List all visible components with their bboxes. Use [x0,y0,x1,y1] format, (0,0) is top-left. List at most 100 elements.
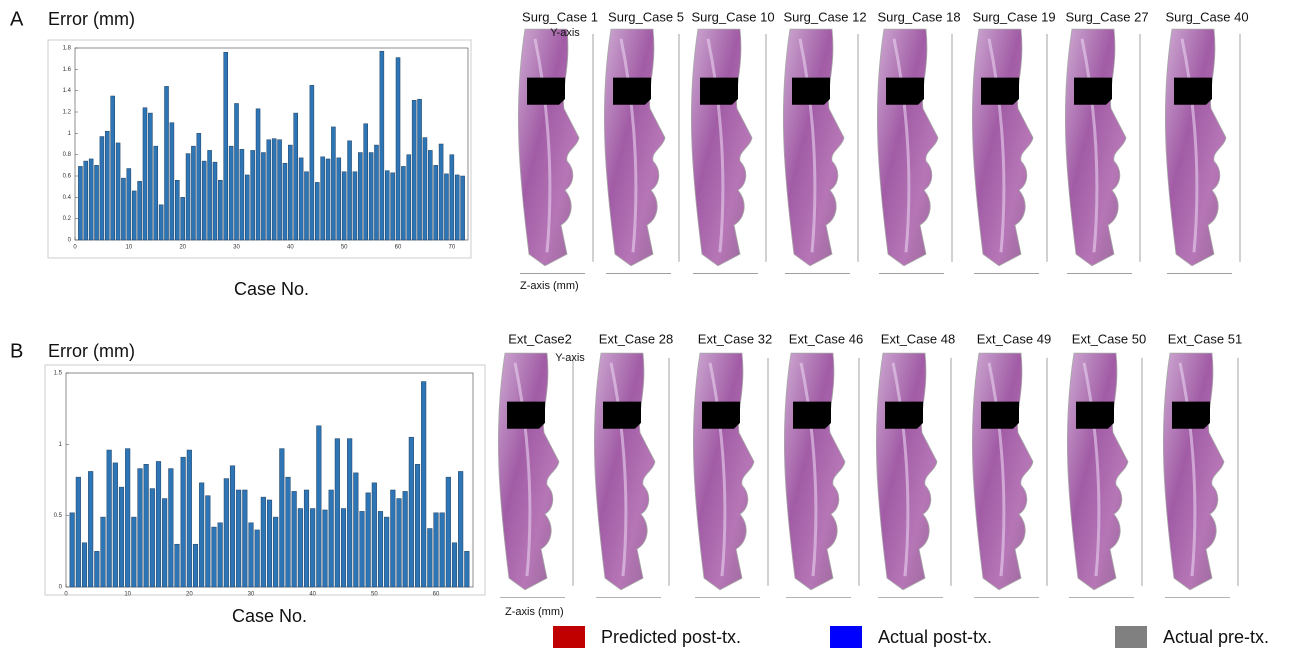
case-label: Ext_Case 48 [881,331,955,346]
bar [279,448,285,588]
y-tick-label: 1 [59,442,63,448]
bar [421,381,427,588]
bar [314,182,320,241]
face-render [1063,27,1142,276]
face-render [1161,351,1240,600]
bar [242,489,248,588]
bar [121,177,126,241]
bar [390,172,395,241]
x-tick-label: 70 [449,245,456,251]
bar [131,516,137,588]
bar [352,171,358,241]
x-tick-label: 10 [125,245,132,251]
bar [347,140,352,241]
bar [277,139,282,241]
case-label: Ext_Case 46 [789,331,863,346]
bar [363,123,368,241]
bar [112,462,118,588]
bar [297,508,303,588]
bar [454,174,460,241]
x-tick-label: 30 [233,245,240,251]
bar [118,486,125,588]
bar [449,154,455,241]
z-axis-label: Z-axis (mm) [505,606,564,618]
bar [131,190,137,241]
bar [371,482,377,588]
x-tick-label: 20 [186,592,193,598]
bar [439,512,445,588]
bar [94,165,99,241]
bar [192,543,199,588]
y-tick-label: 0 [68,238,72,244]
bar [196,133,202,241]
bar [229,465,236,588]
bar [422,137,428,241]
bar [143,464,149,588]
bar [291,491,297,588]
face-render [875,27,954,276]
bar [460,175,465,241]
bar [408,436,414,588]
bar [100,516,106,588]
legend-swatch [830,626,862,648]
case-label: Surg_Case 18 [877,9,960,24]
bar [110,95,115,241]
bar [328,489,334,588]
bar [414,464,421,588]
bar [153,145,159,241]
y-tick-label: 0.2 [63,216,72,222]
y-tick-label: 1.4 [63,88,72,94]
bar [445,476,451,588]
bar [427,528,433,588]
bar [201,160,207,241]
bar [223,52,229,241]
case-label: Surg_Case 12 [783,9,866,24]
case-label: Ext_Case 50 [1072,331,1146,346]
bar [106,449,112,588]
x-tick-label: 0 [64,592,68,598]
case-label: Surg_Case 10 [691,9,774,24]
bar [169,122,175,241]
case-label: Ext_Case 51 [1168,331,1242,346]
bar [266,139,272,241]
bar [266,499,273,588]
bar [340,508,347,588]
bar [379,50,385,241]
legend-label: Actual pre-tx. [1163,627,1269,647]
face-render [592,351,671,600]
face-render [874,351,953,600]
face-render [970,351,1049,600]
bar [218,180,223,241]
chart-title: Error (mm) [48,9,135,29]
bar [228,145,234,241]
bar [271,138,277,241]
bar [168,468,174,588]
bar [149,488,155,588]
y-tick-label: 0.8 [63,152,72,158]
bar [298,157,304,241]
legend-label: Actual post-tx. [878,627,992,647]
case-label: Surg_Case 5 [608,9,684,24]
panel-letter: A [10,8,24,30]
bar [347,438,353,588]
case-label: Surg_Case 1 [522,9,598,24]
bar [137,468,143,588]
bar [396,498,402,588]
bar [148,112,153,241]
bar [126,168,132,241]
bar [125,448,131,588]
bar [334,438,340,588]
bar [336,157,342,241]
legend-swatch [553,626,585,648]
bar [309,85,315,241]
bar [186,449,192,588]
bar [353,472,359,588]
x-tick-label: 0 [73,245,77,251]
bar [81,542,88,588]
y-tick-label: 0.6 [63,174,72,180]
bar [428,150,433,241]
z-axis-label: Z-axis (mm) [520,280,579,292]
bar [395,57,401,241]
bar [438,143,444,241]
bar [365,492,371,588]
